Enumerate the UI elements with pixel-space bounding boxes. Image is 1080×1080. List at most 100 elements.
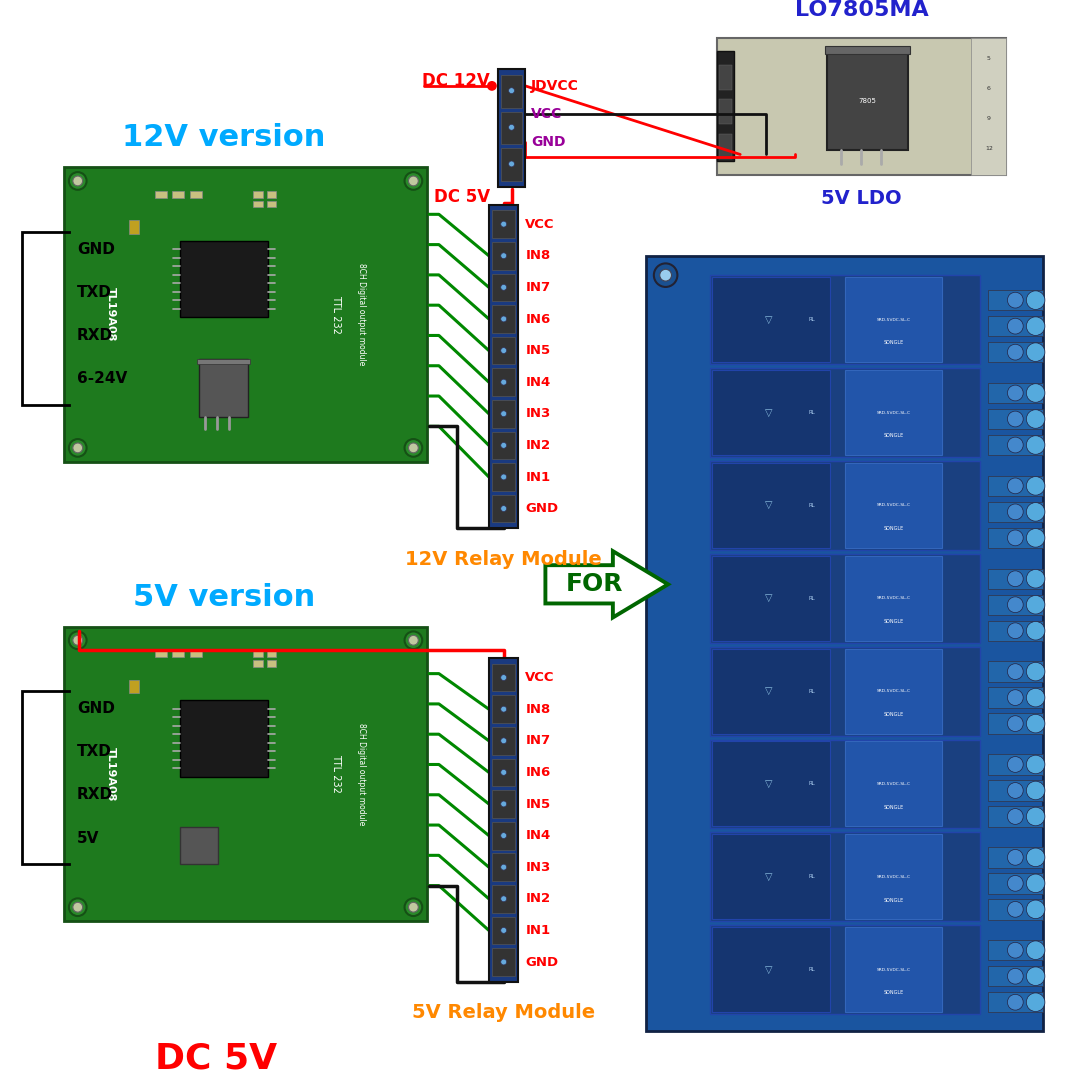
Bar (988, 409, 1043, 429)
Bar (845, 649, 942, 733)
Bar (710, 275, 980, 364)
Text: IN4: IN4 (525, 829, 551, 842)
Bar (712, 928, 831, 1012)
Bar (712, 742, 831, 826)
Bar (130, 679, 139, 693)
Bar (267, 660, 276, 666)
Circle shape (1026, 874, 1045, 893)
Bar (971, 38, 1007, 175)
Circle shape (72, 443, 83, 453)
Circle shape (501, 706, 507, 712)
Circle shape (1008, 850, 1023, 865)
Bar (712, 556, 831, 640)
Text: RL: RL (809, 596, 815, 600)
Text: 9: 9 (987, 117, 990, 121)
Bar (491, 822, 515, 850)
Text: DC 5V: DC 5V (434, 188, 490, 205)
Bar (501, 148, 523, 181)
Bar (988, 568, 1043, 589)
Bar (491, 337, 515, 364)
Circle shape (501, 379, 507, 386)
Circle shape (69, 172, 86, 190)
Circle shape (501, 801, 507, 807)
Bar (198, 359, 251, 364)
Text: VCC: VCC (525, 218, 555, 231)
Circle shape (1026, 569, 1045, 588)
Text: JDVCC: JDVCC (531, 79, 579, 93)
Bar (718, 65, 732, 90)
Bar (491, 400, 515, 428)
Circle shape (1008, 571, 1023, 586)
Bar (710, 554, 980, 643)
Circle shape (405, 899, 422, 916)
Text: SONGLE: SONGLE (883, 526, 904, 531)
Text: 12V version: 12V version (122, 123, 325, 152)
Circle shape (509, 161, 514, 167)
Text: DC 5V: DC 5V (156, 1041, 278, 1076)
Circle shape (501, 443, 507, 448)
Bar (988, 900, 1043, 919)
Circle shape (1026, 409, 1045, 429)
Circle shape (1008, 716, 1023, 731)
Bar (988, 966, 1043, 986)
Text: 8CH Digital output module: 8CH Digital output module (357, 723, 366, 825)
Bar (491, 211, 515, 238)
Circle shape (69, 440, 86, 457)
Bar (988, 289, 1043, 310)
Circle shape (501, 928, 507, 933)
Circle shape (501, 505, 507, 512)
Bar (712, 649, 831, 733)
Circle shape (1026, 435, 1045, 455)
Bar (988, 342, 1043, 363)
Circle shape (1008, 902, 1023, 917)
Text: ▽: ▽ (766, 872, 773, 882)
Text: GND: GND (77, 242, 114, 257)
Bar (845, 370, 942, 455)
Text: SRD-5VDC-SL-C: SRD-5VDC-SL-C (876, 318, 910, 322)
Circle shape (1008, 504, 1023, 519)
Circle shape (405, 440, 422, 457)
Circle shape (501, 253, 507, 259)
Text: RL: RL (809, 318, 815, 322)
Bar (491, 758, 515, 786)
Circle shape (1026, 714, 1045, 733)
Text: GND: GND (525, 502, 558, 515)
Bar (988, 687, 1043, 707)
Bar (988, 594, 1043, 615)
Text: 5: 5 (987, 56, 990, 60)
Circle shape (1026, 781, 1045, 800)
Bar (491, 368, 515, 396)
Text: RL: RL (809, 968, 815, 972)
Text: RL: RL (809, 782, 815, 786)
Text: SRD-5VDC-SL-C: SRD-5VDC-SL-C (876, 410, 910, 415)
Bar (501, 75, 523, 108)
Circle shape (501, 895, 507, 902)
Text: IN2: IN2 (525, 438, 551, 451)
Text: DC 12V: DC 12V (422, 72, 490, 90)
Circle shape (501, 833, 507, 838)
Bar (64, 626, 427, 921)
Bar (491, 853, 515, 881)
Bar (179, 241, 268, 318)
Bar (717, 38, 1007, 175)
Text: VCC: VCC (531, 107, 563, 121)
Text: IN6: IN6 (525, 312, 551, 325)
Text: IN1: IN1 (525, 471, 551, 484)
Text: IN7: IN7 (525, 281, 551, 294)
Text: TTL 232: TTL 232 (332, 295, 341, 334)
Text: IN5: IN5 (525, 345, 551, 357)
Bar (491, 948, 515, 976)
Bar (825, 45, 909, 54)
Circle shape (501, 221, 507, 227)
Bar (988, 382, 1043, 403)
Bar (253, 201, 262, 207)
Circle shape (509, 87, 514, 94)
Circle shape (1008, 943, 1023, 958)
Bar (491, 917, 515, 944)
Circle shape (501, 738, 507, 744)
Bar (179, 700, 268, 777)
Text: SONGLE: SONGLE (883, 340, 904, 346)
Circle shape (653, 264, 677, 287)
Circle shape (501, 769, 507, 775)
Circle shape (1026, 528, 1045, 548)
